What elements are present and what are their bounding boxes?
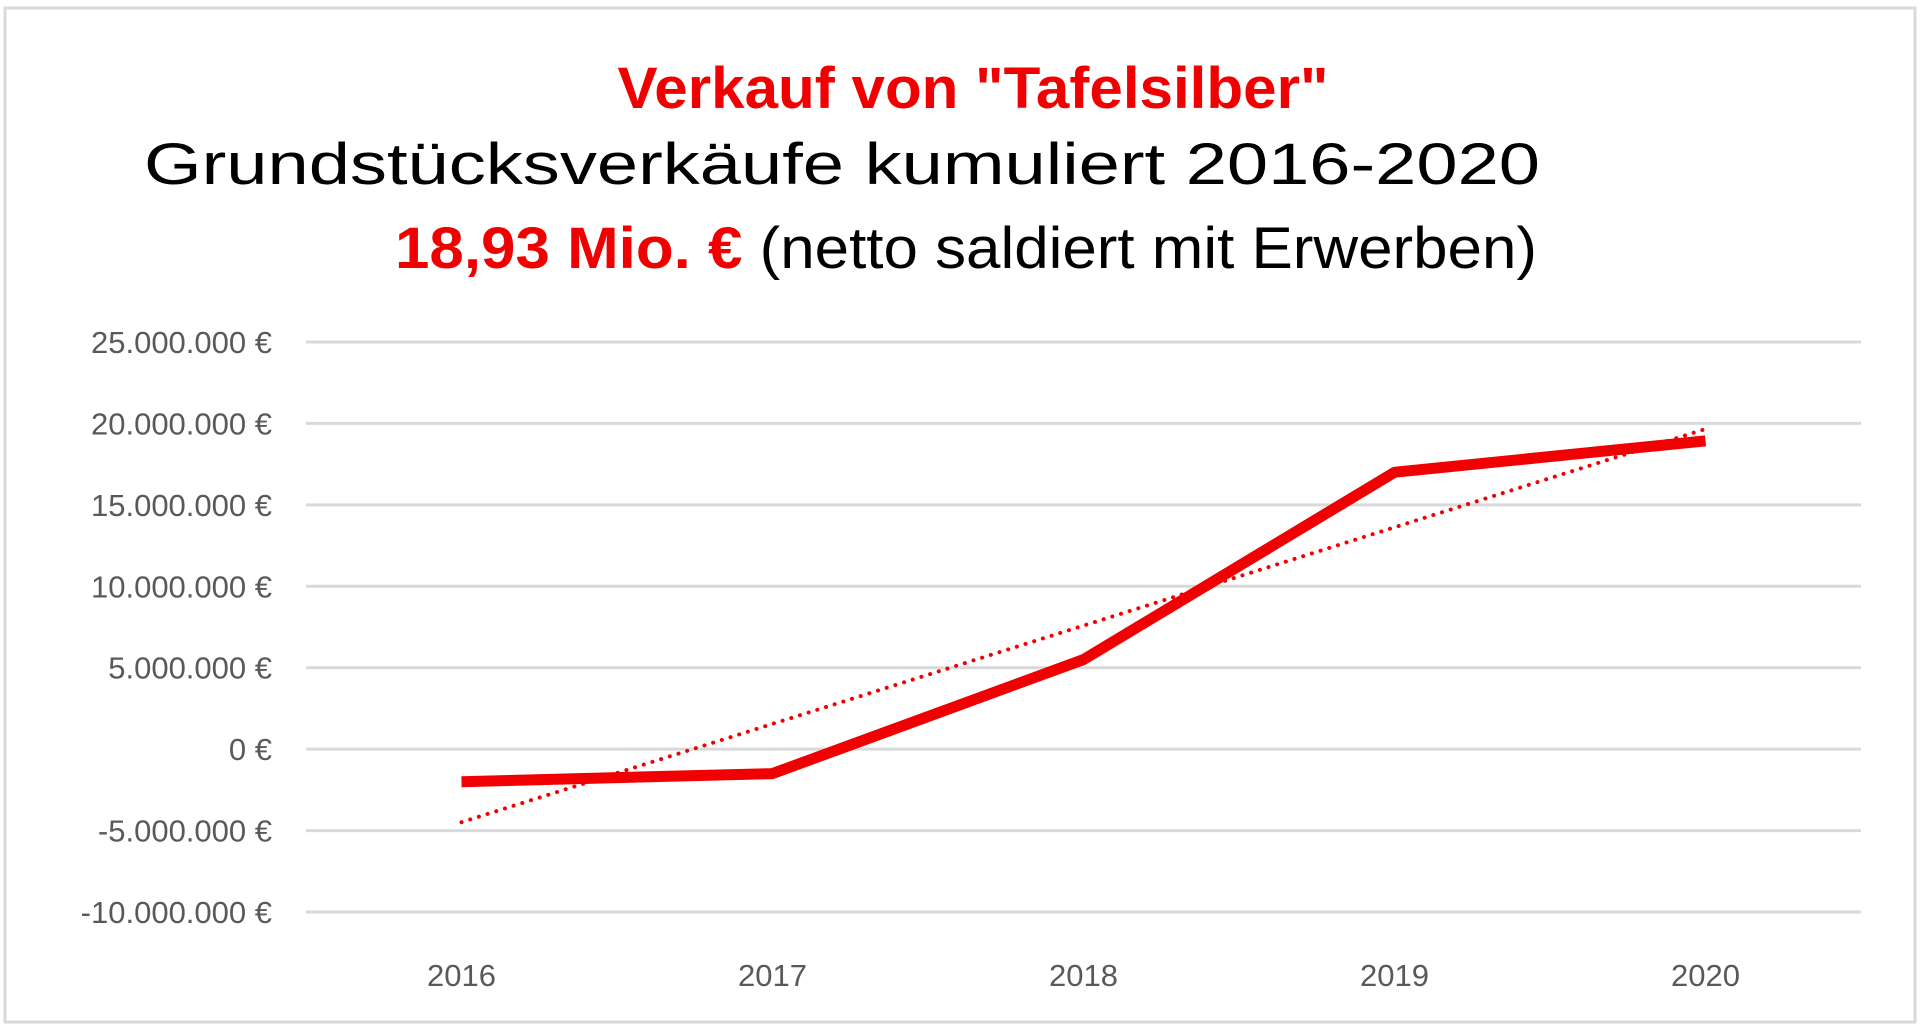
y-tick-label: -5.000.000 € xyxy=(98,814,272,849)
chart-subtitle: Grundstücksverkäufe kumuliert 2016-2020 xyxy=(144,132,1540,197)
x-tick-label: 2018 xyxy=(1049,958,1118,993)
chart-subtitle-2: 18,93 Mio. € (netto saldiert mit Erwerbe… xyxy=(395,216,1537,281)
trendline xyxy=(459,426,1708,825)
y-tick-label: 5.000.000 € xyxy=(108,651,272,686)
x-tick-label: 2016 xyxy=(427,958,496,993)
x-tick-label: 2019 xyxy=(1360,958,1429,993)
plot-area xyxy=(459,426,1708,825)
gridlines xyxy=(306,340,1861,914)
x-tick-label: 2020 xyxy=(1671,958,1740,993)
y-tick-label: 25.000.000 € xyxy=(91,325,272,360)
y-tick-label: 0 € xyxy=(229,732,272,767)
y-tick-label: 10.000.000 € xyxy=(91,569,272,604)
y-axis-labels: 25.000.000 € 20.000.000 € 15.000.000 € 10.0… xyxy=(81,325,272,930)
chart-title: Verkauf von "Tafelsilber" xyxy=(618,56,1329,121)
y-tick-label: 15.000.000 € xyxy=(91,488,272,523)
chart-border xyxy=(3,6,1917,1024)
y-tick-label: 20.000.000 € xyxy=(91,406,272,441)
y-tick-label: -10.000.000 € xyxy=(81,895,272,930)
total-amount: 18,93 Mio. € xyxy=(395,216,742,281)
total-note: (netto saldiert mit Erwerben) xyxy=(742,216,1537,281)
x-tick-label: 2017 xyxy=(738,958,807,993)
x-axis-labels: 2016 2017 2018 2019 2020 xyxy=(427,958,1740,993)
